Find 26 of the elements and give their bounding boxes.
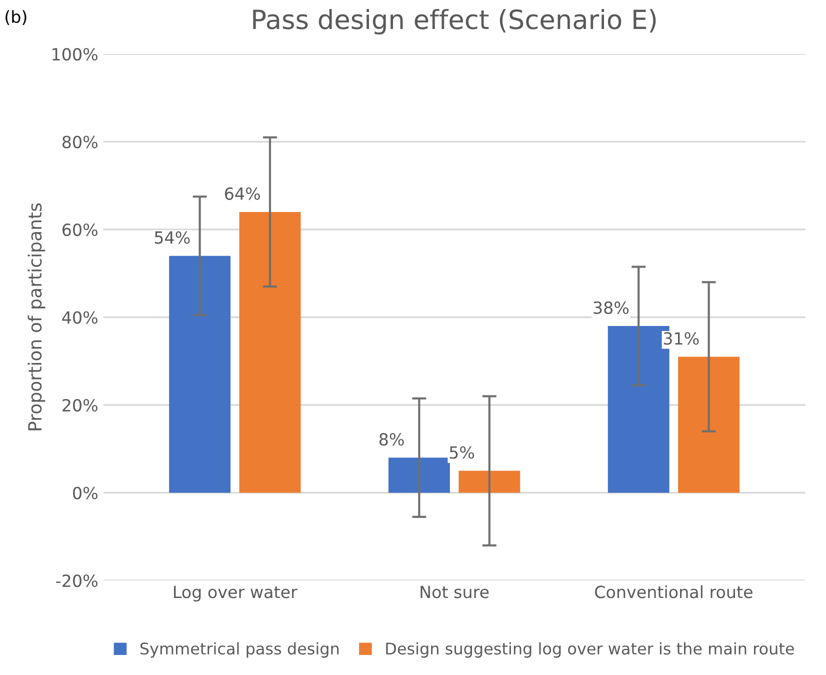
y-tick-label: 100% [52, 48, 98, 61]
bar [678, 356, 740, 493]
y-axis-title: Proportion of participants [28, 203, 46, 430]
legend-label: Design suggesting log over water is the main route [386, 642, 794, 658]
legend-label: Symmetrical pass design [140, 642, 339, 658]
data-label: 38% [594, 301, 629, 314]
y-tick-label: 80% [62, 136, 98, 148]
y-tick-label: 20% [62, 398, 98, 412]
bar [169, 256, 231, 493]
y-tick-label: 40% [62, 311, 98, 324]
text: (b) [6, 10, 26, 25]
y-tick-label: 60% [62, 223, 98, 236]
x-tick-label: Conventional route [595, 585, 752, 598]
x-tick-label: Not sure [420, 586, 489, 598]
data-label: 31% [664, 332, 699, 345]
data-label: 64% [224, 187, 260, 200]
y-tick-label: -20% [56, 574, 98, 588]
bar [239, 212, 301, 493]
bar [458, 470, 520, 493]
bar [388, 458, 450, 493]
y-tick-label: 0% [73, 486, 98, 500]
chart-title: Pass design effect (Scenario E) [253, 8, 656, 34]
data-label: 5% [450, 446, 474, 459]
x-tick-label: Log over water [174, 586, 298, 602]
data-label: 54% [154, 231, 190, 244]
data-label: 8% [379, 433, 404, 446]
